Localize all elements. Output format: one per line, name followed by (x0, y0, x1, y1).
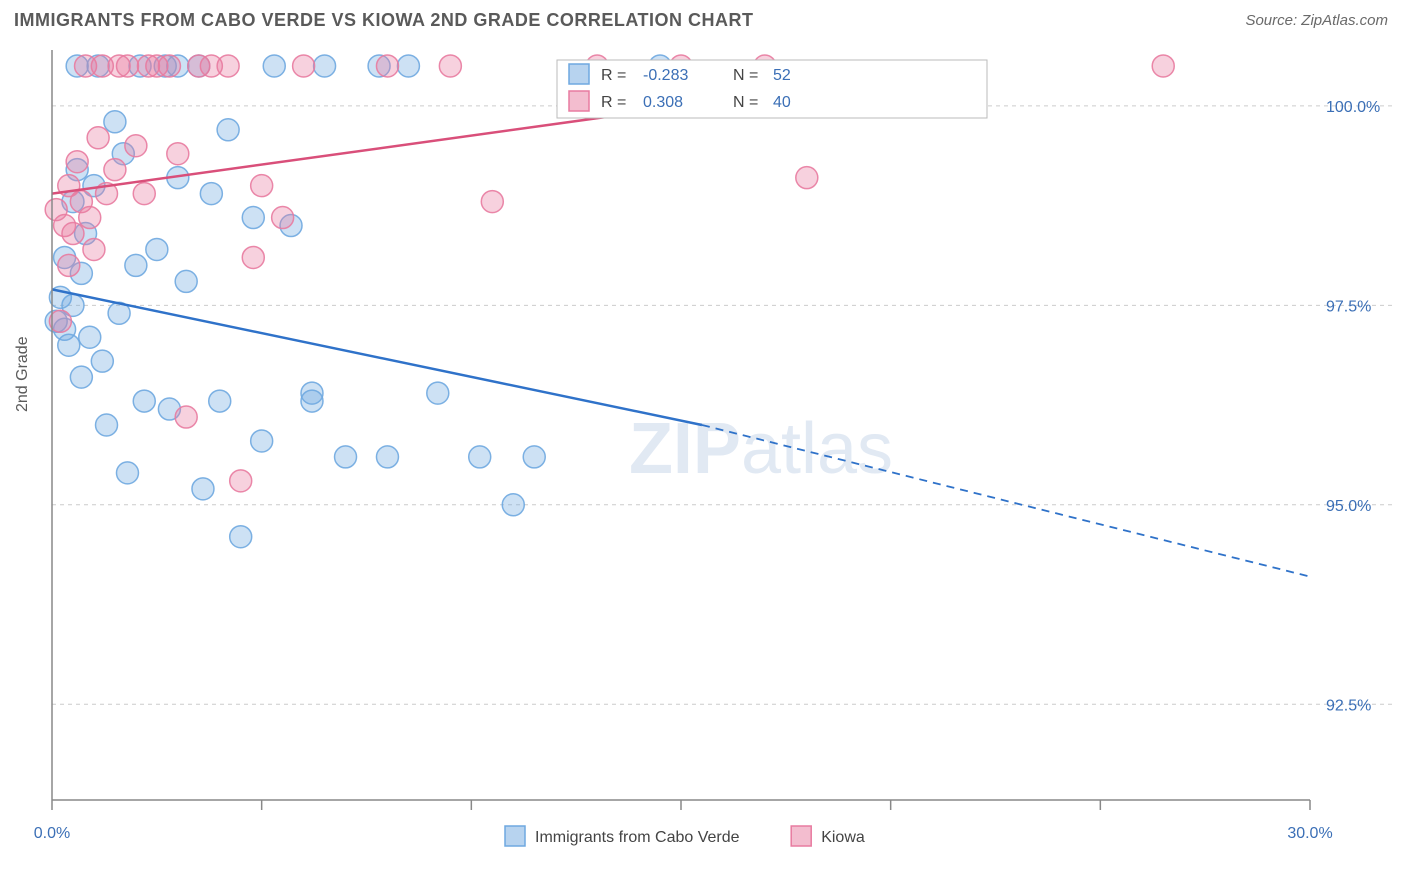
y-tick-label: 95.0% (1326, 498, 1371, 515)
scatter-point (104, 159, 126, 181)
scatter-point (91, 350, 113, 372)
scatter-point (87, 127, 109, 149)
scatter-point (200, 183, 222, 205)
scatter-point (58, 254, 80, 276)
scatter-point (314, 55, 336, 77)
scatter-point (70, 366, 92, 388)
scatter-point (217, 55, 239, 77)
scatter-point (481, 191, 503, 213)
scatter-point (158, 55, 180, 77)
scatter-point (376, 55, 398, 77)
scatter-point (116, 462, 138, 484)
y-tick-label: 92.5% (1326, 697, 1371, 714)
scatter-point (133, 390, 155, 412)
bottom-legend-swatch (505, 826, 525, 846)
scatter-point (104, 111, 126, 133)
bottom-legend-label: Kiowa (821, 829, 865, 846)
scatter-point (427, 382, 449, 404)
legend-swatch (569, 91, 589, 111)
legend-r-value: 0.308 (643, 94, 683, 111)
scatter-point (217, 119, 239, 141)
scatter-point (167, 143, 189, 165)
scatter-point (125, 254, 147, 276)
scatter-point (133, 183, 155, 205)
scatter-point (242, 246, 264, 268)
legend-n-value: 52 (773, 67, 791, 84)
scatter-point (230, 470, 252, 492)
scatter-point (79, 326, 101, 348)
scatter-point (796, 167, 818, 189)
scatter-point (251, 430, 273, 452)
page-title: IMMIGRANTS FROM CABO VERDE VS KIOWA 2ND … (14, 10, 754, 31)
scatter-point (79, 207, 101, 229)
legend-n-label: N = (733, 67, 758, 84)
scatter-point (192, 478, 214, 500)
scatter-point (335, 446, 357, 468)
scatter-point (175, 270, 197, 292)
legend-n-value: 40 (773, 94, 791, 111)
scatter-point (242, 207, 264, 229)
x-tick-label: 0.0% (34, 825, 70, 842)
scatter-point (376, 446, 398, 468)
scatter-point (469, 446, 491, 468)
legend-r-label: R = (601, 67, 626, 84)
scatter-point (58, 334, 80, 356)
scatter-point (175, 406, 197, 428)
bottom-legend-swatch (791, 826, 811, 846)
scatter-point (146, 238, 168, 260)
scatter-point (397, 55, 419, 77)
legend-r-value: -0.283 (643, 67, 688, 84)
scatter-point (293, 55, 315, 77)
scatter-point (116, 55, 138, 77)
x-tick-label: 30.0% (1287, 825, 1332, 842)
legend-r-label: R = (601, 94, 626, 111)
legend-n-label: N = (733, 94, 758, 111)
y-axis-label: 2nd Grade (14, 336, 32, 412)
chart-container: 2nd Grade 92.5% 95.0% 97.5% 100.0% ZIPatlas 0… (0, 42, 1406, 892)
scatter-point (66, 151, 88, 173)
correlation-scatter-chart: 92.5% 95.0% 97.5% 100.0% ZIPatlas 0.0% 30.0% R … (0, 42, 1406, 892)
scatter-point (209, 390, 231, 412)
watermark: ZIPatlas (629, 409, 893, 489)
scatter-point (301, 382, 323, 404)
scatter-point (523, 446, 545, 468)
y-tick-label: 97.5% (1326, 298, 1371, 315)
y-tick-label: 100.0% (1326, 99, 1380, 116)
scatter-point (83, 238, 105, 260)
scatter-point (1152, 55, 1174, 77)
scatter-point (230, 526, 252, 548)
scatter-point (263, 55, 285, 77)
scatter-point (251, 175, 273, 197)
scatter-point (125, 135, 147, 157)
scatter-point (502, 494, 524, 516)
legend-swatch (569, 64, 589, 84)
scatter-point (439, 55, 461, 77)
scatter-point (62, 223, 84, 245)
bottom-legend-label: Immigrants from Cabo Verde (535, 829, 740, 846)
source-attribution: Source: ZipAtlas.com (1245, 12, 1388, 29)
scatter-point (96, 414, 118, 436)
scatter-point (272, 207, 294, 229)
